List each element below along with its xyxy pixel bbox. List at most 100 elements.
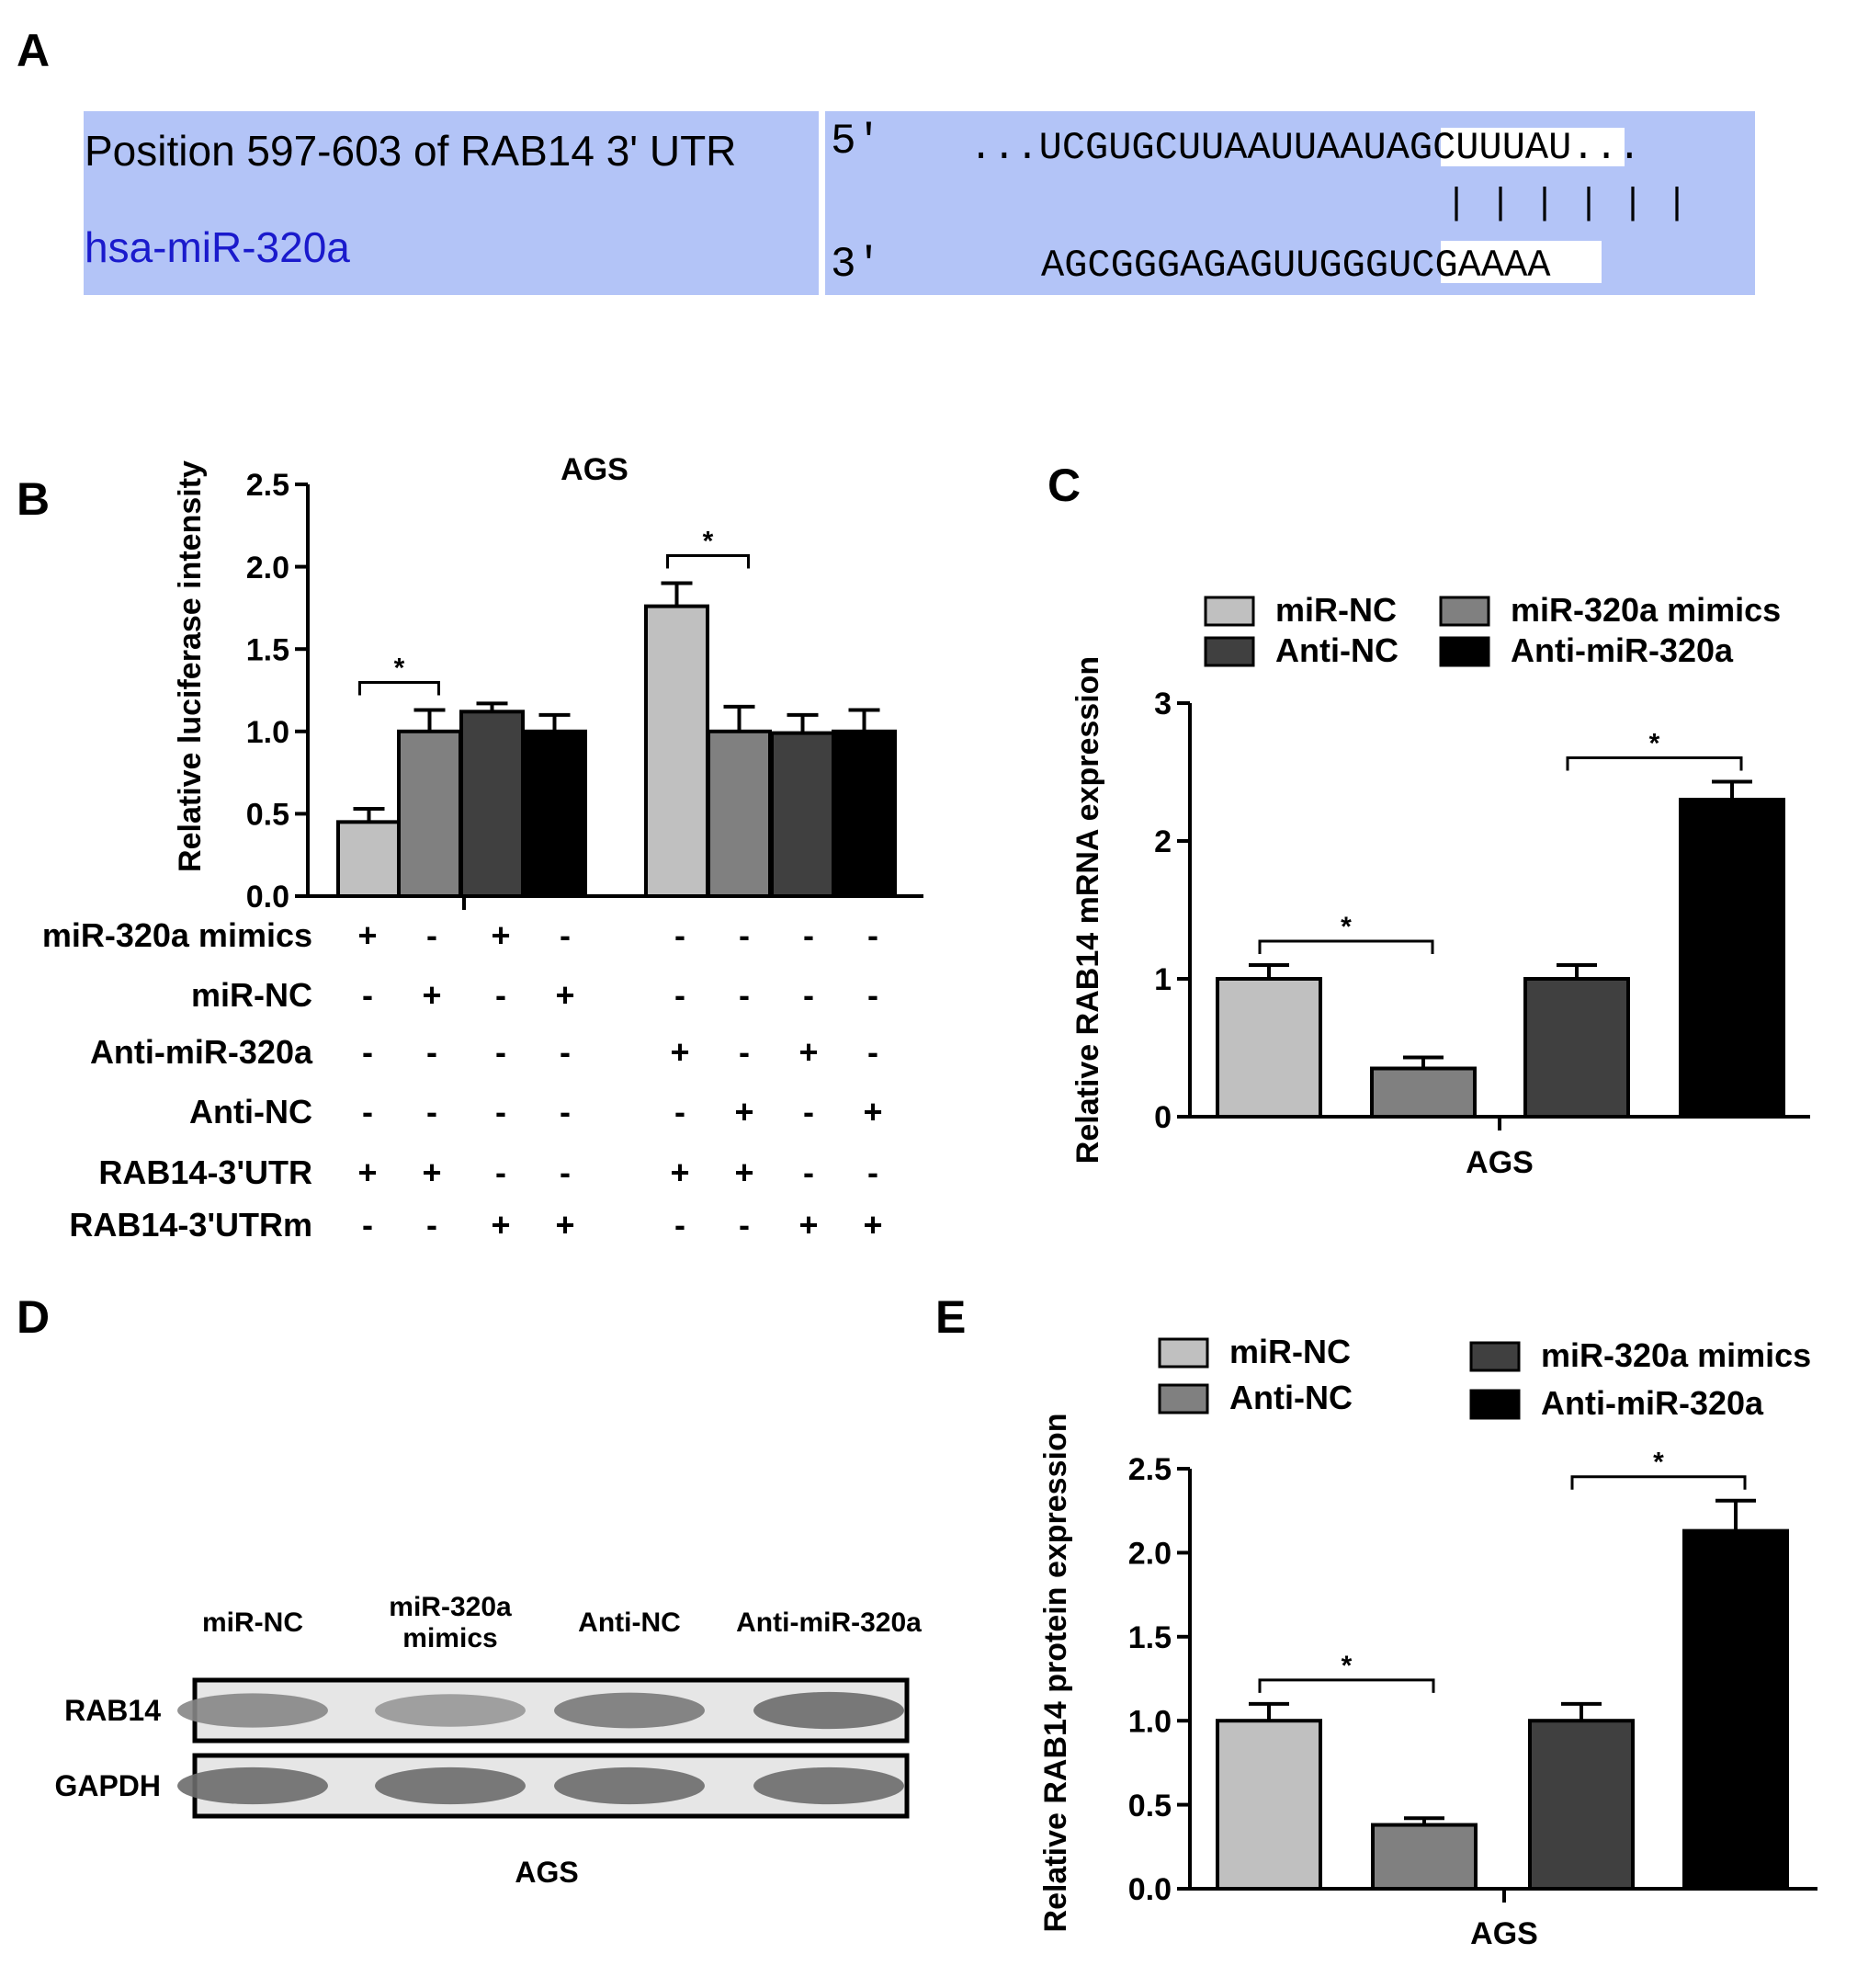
condition-cell: - [867, 1153, 878, 1191]
condition-cell: + [357, 916, 377, 954]
legend-label: miR-NC [1275, 591, 1397, 629]
significance-star: * [1341, 912, 1352, 942]
blot-xlabel: AGS [515, 1856, 578, 1889]
condition-cell: + [491, 916, 510, 954]
bar [770, 731, 835, 898]
bar [707, 729, 772, 898]
blot-band [375, 1766, 526, 1805]
alignment-label-box [84, 111, 819, 295]
condition-row-label: Anti-NC [189, 1093, 312, 1130]
condition-cell: + [798, 1033, 818, 1071]
condition-row-label: Anti-miR-320a [90, 1033, 313, 1071]
y-tick-label: 1.0 [1128, 1704, 1172, 1739]
y-axis-label: Relative RAB14 protein expression [1038, 1414, 1073, 1933]
mirna-prefix: AGCGGGAGAGUUGGG [1041, 244, 1388, 288]
legend-label: miR-NC [1229, 1333, 1351, 1370]
lane-label: miR-NC [202, 1607, 303, 1638]
significance-bracket [358, 681, 440, 696]
condition-cell: - [803, 1153, 814, 1191]
y-tick-label: 2.0 [1128, 1537, 1172, 1572]
legend-swatch [1158, 1337, 1209, 1369]
blot-band [375, 1694, 526, 1727]
y-axis-label: Relative RAB14 mRNA expression [1070, 656, 1105, 1164]
significance-bracket [1258, 939, 1434, 954]
y-tick-label: 1.5 [1128, 1620, 1172, 1655]
legend-swatch [1204, 596, 1255, 627]
bar [397, 729, 462, 898]
blot-band [753, 1766, 904, 1805]
legend-swatch [1158, 1383, 1209, 1414]
condition-cell: - [739, 1206, 750, 1244]
significance-bracket [1258, 1678, 1435, 1693]
condition-cell: - [739, 976, 750, 1014]
condition-cell: - [867, 1033, 878, 1071]
y-tick-label: 2.0 [246, 551, 289, 585]
condition-cell: - [560, 1093, 571, 1130]
y-tick-label: 0.0 [246, 880, 289, 914]
x-axis-label: AGS [1466, 1145, 1534, 1180]
lane-label: miR-320a [389, 1592, 512, 1622]
condition-cell: - [560, 916, 571, 954]
y-tick-label: 0.5 [246, 798, 289, 833]
bar [1370, 1066, 1477, 1119]
condition-cell: - [674, 1206, 685, 1244]
lane-label: Anti-NC [578, 1607, 681, 1638]
condition-cell: - [362, 1093, 373, 1130]
significance-star: * [1342, 1651, 1353, 1681]
significance-bracket [666, 554, 750, 569]
y-tick-label: 1 [1154, 962, 1172, 997]
condition-cell: - [426, 916, 437, 954]
legend-swatch [1204, 636, 1255, 667]
blot-band [177, 1766, 328, 1805]
legend-label: miR-320a mimics [1511, 591, 1781, 629]
chart-title: AGS [560, 452, 628, 487]
significance-star: * [1653, 1448, 1664, 1478]
legend-swatch [1439, 636, 1490, 667]
y-tick-label: 2.5 [1128, 1452, 1172, 1487]
bar [1216, 977, 1322, 1119]
target-end-label: 5' [831, 118, 881, 165]
condition-cell: + [422, 976, 441, 1014]
condition-cell: - [803, 916, 814, 954]
blot-row-label: RAB14 [64, 1694, 161, 1727]
bar [1528, 1719, 1635, 1891]
bar [1371, 1823, 1478, 1891]
significance-bracket [1570, 1475, 1747, 1490]
significance-star: * [703, 527, 714, 557]
condition-cell: - [560, 1033, 571, 1071]
seed-pairing-lines: | | | | | | [1445, 184, 1688, 225]
y-tick-label: 3 [1154, 687, 1172, 721]
condition-cell: - [739, 916, 750, 954]
blot-row-label: GAPDH [54, 1769, 161, 1802]
panel-e-protein-chart: 0.0 0.5 1.0 1.5 2.0 2.5 Relative RAB14 protein… [1038, 1333, 1817, 1951]
legend-label: Anti-miR-320a [1541, 1384, 1764, 1422]
blot-band [554, 1692, 705, 1729]
legend-swatch [1469, 1341, 1521, 1372]
condition-row-label: RAB14-3'UTRm [69, 1206, 312, 1244]
bar [1682, 1528, 1789, 1891]
legend-label: Anti-miR-320a [1511, 631, 1734, 669]
condition-cell: + [734, 1153, 753, 1191]
condition-cell: - [495, 1153, 506, 1191]
mirna-label: hsa-miR-320a [85, 223, 350, 271]
panel-label-d: D [17, 1291, 50, 1343]
condition-cell: + [555, 976, 574, 1014]
condition-cell: - [495, 976, 506, 1014]
y-tick-label: 0.0 [1128, 1872, 1172, 1907]
legend-swatch [1469, 1389, 1521, 1420]
condition-cell: + [422, 1153, 441, 1191]
condition-cell: + [734, 1093, 753, 1130]
bar [336, 820, 402, 898]
condition-cell: - [674, 976, 685, 1014]
panel-a-alignment: Position 597-603 of RAB14 3' UTR hsa-miR… [84, 111, 1755, 295]
condition-cell: - [495, 1033, 506, 1071]
condition-cell: + [863, 1093, 882, 1130]
blot-band [753, 1691, 904, 1730]
significance-star: * [394, 653, 405, 684]
condition-cell: - [362, 976, 373, 1014]
condition-cell: + [357, 1153, 377, 1191]
bar [1679, 798, 1785, 1119]
blot-band [554, 1766, 705, 1805]
x-axis-label: AGS [1470, 1916, 1538, 1951]
panel-c-mrna-chart: 0 1 2 3 Relative RAB14 mRNA expression AGS * * m… [1070, 591, 1810, 1180]
